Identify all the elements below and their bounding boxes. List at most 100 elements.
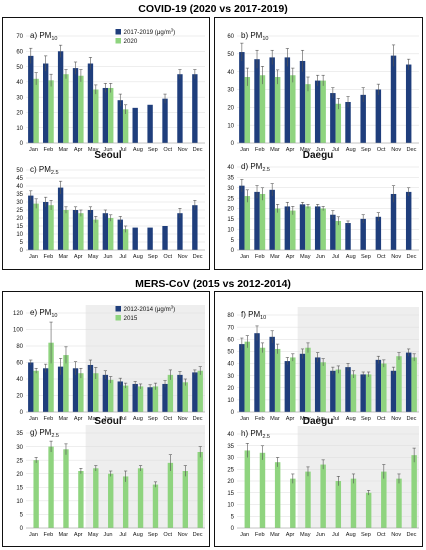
ytick-b-0: 0 [231, 141, 235, 147]
bar-a-s0-9 [162, 98, 168, 143]
bar-f-s0-10 [390, 370, 397, 412]
bar-c-s0-5 [102, 213, 109, 250]
xtick-a-0: Jan [29, 147, 38, 153]
mers-seoul-frame [2, 291, 210, 547]
ytick-e-0: 0 [20, 410, 24, 416]
xtick-d-11: Dec [406, 254, 416, 260]
bar-h-s1-1 [259, 452, 266, 528]
ytick-b-3: 30 [227, 88, 234, 94]
ytick-f-4: 40 [227, 362, 234, 368]
bar-c-s0-6 [117, 219, 123, 250]
bar-d-s0-3 [284, 206, 291, 250]
bar-a-s0-11 [192, 74, 198, 143]
xtick-h-1: Feb [255, 532, 265, 538]
bar-h-s1-9 [381, 471, 387, 528]
xtick-a-10: Nov [178, 147, 188, 153]
ytick-h-5: 25 [227, 467, 234, 473]
xtick-h-7: Aug [346, 532, 356, 538]
ytick-b-6: 60 [227, 34, 234, 40]
xtick-f-6: Jul [332, 416, 339, 422]
bar-b-s1-3 [290, 75, 296, 143]
bar-c-s0-10 [177, 213, 183, 250]
bar-d-s0-0 [239, 185, 245, 250]
xtick-c-0: Jan [29, 254, 38, 260]
bar-f-s0-5 [314, 357, 321, 412]
bar-e-s0-2 [57, 366, 64, 412]
bar-e-s1-2 [63, 355, 69, 412]
xtick-f-11: Dec [406, 416, 416, 422]
bar-f-s0-8 [360, 374, 366, 412]
xtick-d-4: May [300, 254, 311, 260]
ytick-e-6: 120 [13, 311, 24, 317]
bar-g-s1-8 [152, 484, 159, 528]
xtick-h-8: Sep [361, 532, 371, 538]
bar-h-s1-10 [396, 478, 402, 528]
bar-e-s1-1 [48, 342, 54, 412]
ytick-h-1: 5 [231, 514, 235, 520]
xtick-e-3: Apr [74, 416, 83, 422]
ytick-c-3: 15 [16, 224, 23, 230]
xtick-b-11: Dec [406, 147, 416, 153]
bar-d-s0-5 [314, 206, 321, 250]
xtick-e-1: Feb [44, 416, 54, 422]
xtick-a-7: Aug [133, 147, 143, 153]
xtick-d-10: Nov [391, 254, 401, 260]
bar-f-s1-10 [396, 356, 402, 412]
bar-f-s0-2 [269, 336, 275, 412]
bar-a-s0-7 [132, 107, 138, 143]
xtick-d-7: Aug [346, 254, 356, 260]
bar-d-s1-6 [335, 220, 342, 250]
bar-b-s1-5 [320, 80, 326, 143]
xtick-a-4: May [88, 147, 99, 153]
xtick-c-3: Apr [74, 254, 83, 260]
bar-f-s1-1 [259, 347, 266, 412]
city-label-0: Seoul [94, 150, 121, 161]
bar-b-s0-2 [269, 57, 275, 143]
bar-d-s0-11 [405, 191, 412, 250]
panel-title-f: f) PM10 [241, 310, 266, 321]
ytick-a-7: 70 [16, 34, 23, 40]
bar-c-s1-0 [33, 203, 39, 250]
xtick-h-6: Jul [332, 532, 339, 538]
xtick-h-9: Oct [377, 532, 386, 538]
bar-f-s0-0 [239, 344, 245, 412]
bar-d-s0-4 [299, 204, 306, 250]
bar-e-s1-3 [78, 373, 84, 412]
bar-c-s1-5 [108, 218, 114, 250]
bar-c-s1-1 [48, 205, 54, 250]
legend-swatch-e-0 [115, 306, 121, 312]
xtick-g-6: Jul [119, 532, 126, 538]
bar-c-s0-2 [57, 187, 64, 250]
panel-title-e: e) PM10 [30, 308, 57, 319]
xtick-a-6: Jul [119, 147, 126, 153]
ytick-e-5: 100 [13, 328, 24, 334]
mers-daegu-frame [214, 291, 423, 547]
legend-label-a-1: 2020 [124, 38, 138, 45]
ytick-d-6: 30 [227, 186, 234, 192]
xtick-f-8: Sep [361, 416, 371, 422]
xtick-b-1: Feb [255, 147, 265, 153]
panel-title-d: d) PM2.5 [241, 162, 270, 173]
xtick-f-7: Aug [346, 416, 356, 422]
bar-c-s1-3 [78, 213, 84, 250]
xtick-g-8: Sep [148, 532, 158, 538]
ytick-f-3: 30 [227, 374, 234, 380]
ytick-g-3: 15 [16, 485, 23, 491]
bar-e-s0-9 [162, 383, 168, 412]
bar-c-s1-4 [93, 219, 99, 250]
xtick-c-11: Dec [193, 254, 203, 260]
legend-swatch-a-1 [115, 38, 121, 44]
ytick-e-2: 40 [16, 377, 23, 383]
ytick-a-1: 10 [16, 126, 23, 132]
bar-f-s1-6 [335, 369, 342, 412]
bar-e-s1-9 [167, 374, 174, 412]
panel-title-g: g) PM2.5 [30, 428, 59, 439]
bar-c-s0-9 [162, 226, 168, 250]
xtick-f-4: May [300, 416, 311, 422]
bar-b-s0-9 [375, 89, 382, 143]
bar-f-s1-4 [305, 347, 311, 412]
bar-f-s0-9 [375, 359, 382, 412]
bar-a-s1-4 [93, 89, 99, 143]
bar-f-s0-6 [330, 370, 336, 412]
ytick-b-1: 10 [227, 123, 234, 129]
